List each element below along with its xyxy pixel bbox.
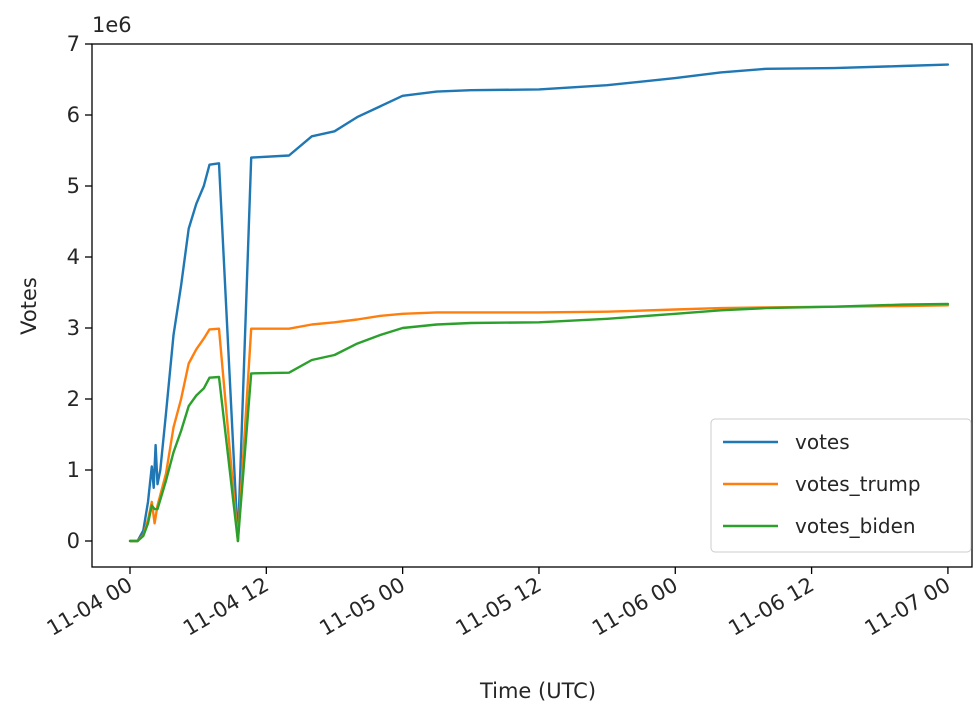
y-tick-label: 3 <box>67 316 80 340</box>
series-lines <box>128 63 950 543</box>
y-tick-label: 1 <box>67 458 80 482</box>
x-axis-label: Time (UTC) <box>479 679 596 703</box>
legend-label-votes-trump: votes_trump <box>795 472 921 496</box>
legend: votes votes_trump votes_biden <box>710 418 972 553</box>
legend-label-votes-biden: votes_biden <box>795 514 916 538</box>
y-tick-label: 6 <box>67 103 80 127</box>
y-tick-label: 7 <box>67 32 80 56</box>
series-line-votes-biden <box>128 302 950 543</box>
legend-box <box>710 418 972 553</box>
legend-label-votes: votes <box>795 430 850 454</box>
y-axis-ticks: 0 1 2 3 4 5 6 7 <box>67 32 92 553</box>
y-tick-label: 4 <box>67 245 80 269</box>
y-tick-label: 5 <box>67 174 80 198</box>
plot-area-frame <box>91 43 973 568</box>
y-tick-label: 2 <box>67 387 80 411</box>
series-line-votes-trump <box>128 304 950 543</box>
y-tick-label: 0 <box>67 529 80 553</box>
y-axis-label: Votes <box>17 277 41 335</box>
y-multiplier-label: 1e6 <box>92 13 132 37</box>
